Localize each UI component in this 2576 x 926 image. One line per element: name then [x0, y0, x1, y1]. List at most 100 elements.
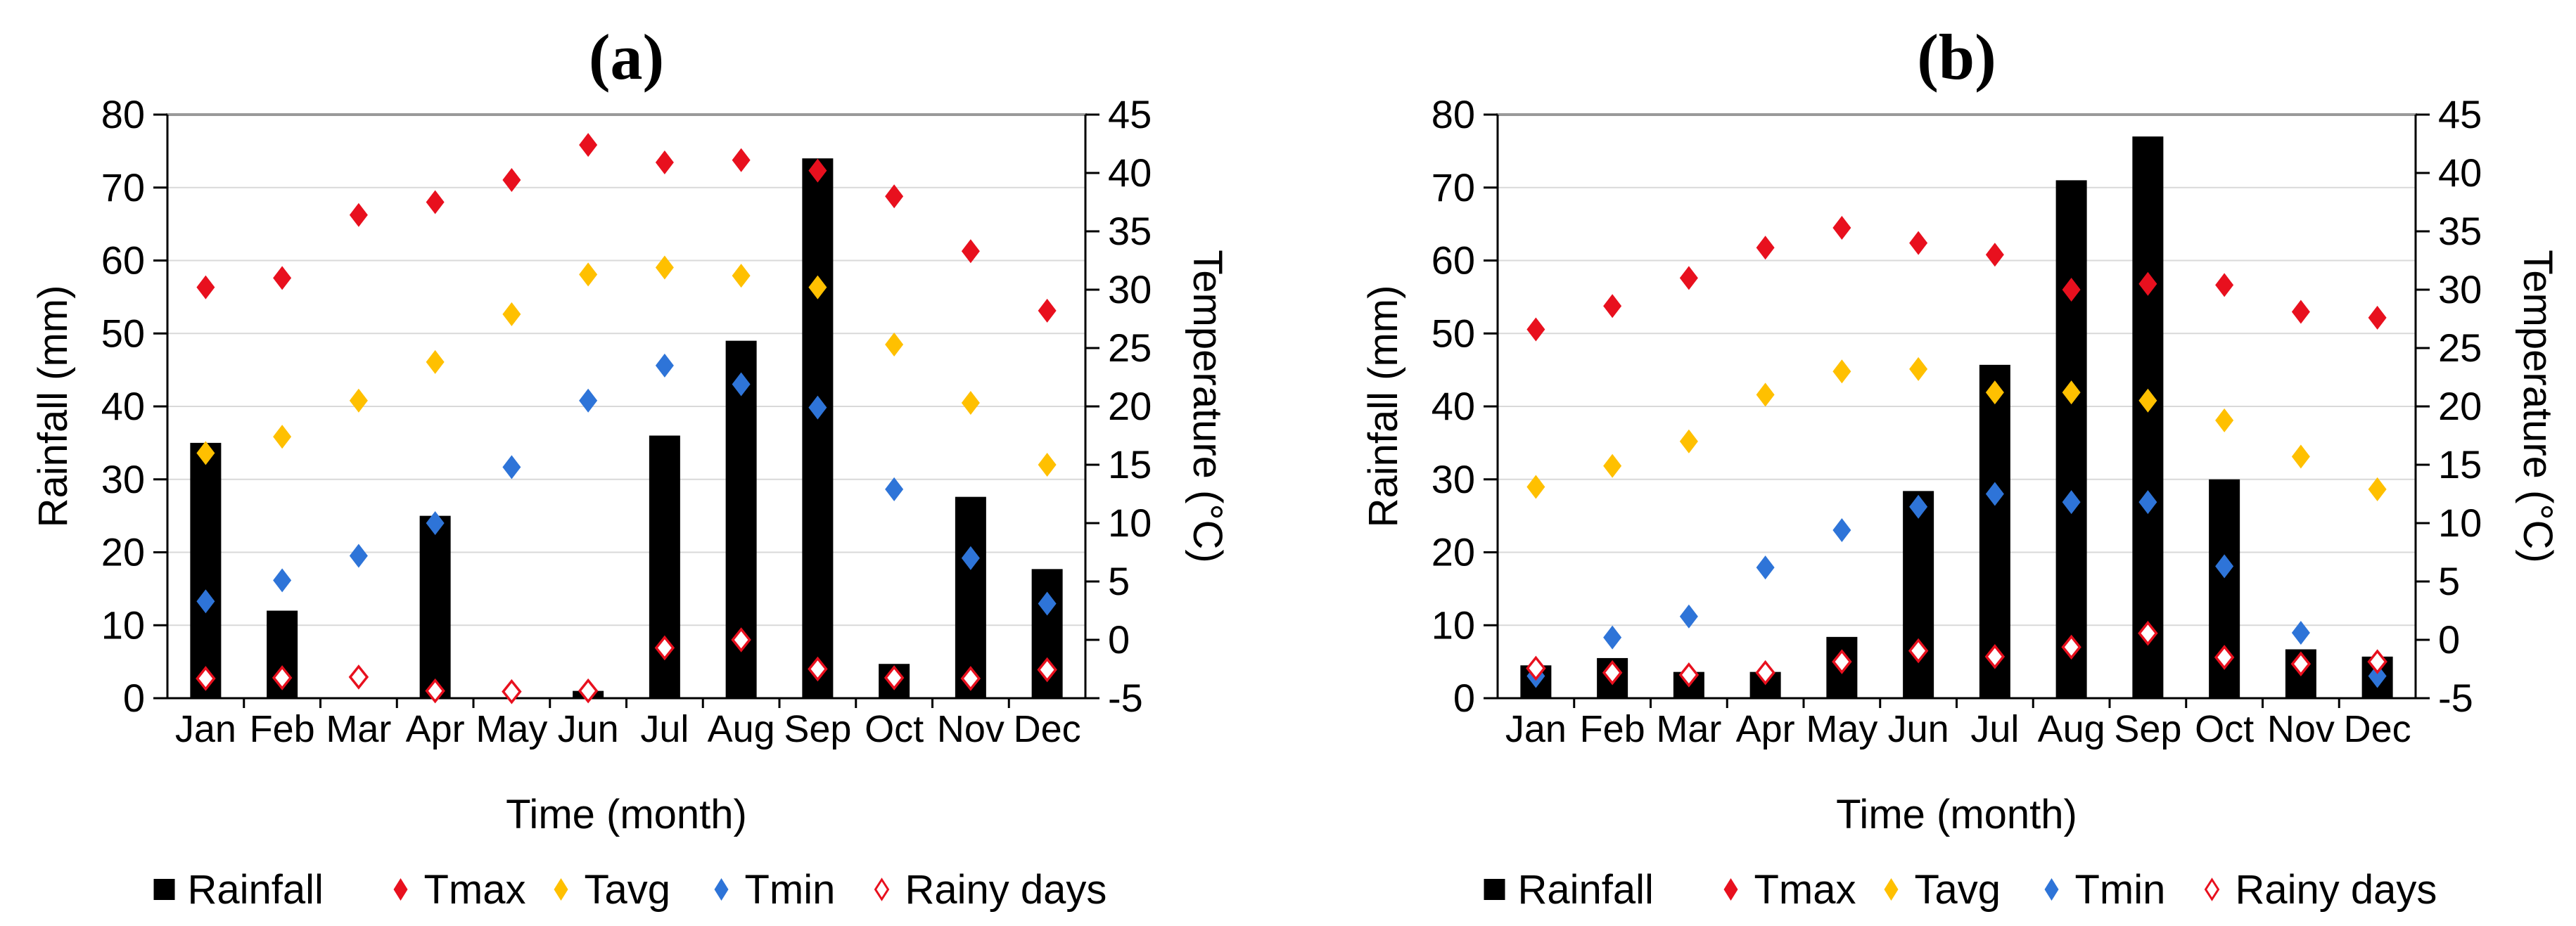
- x-tick-label-jul: Jul: [640, 708, 689, 750]
- legend-marker-rainy-days: [2204, 877, 2220, 901]
- left-axis-tick-label: 80: [1432, 92, 1475, 136]
- right-axis-tick-label: 45: [1108, 92, 1152, 136]
- tmax-point-jul: [1985, 243, 2004, 267]
- x-tick-label-jan: Jan: [175, 708, 236, 750]
- left-axis-tick-label: 10: [1432, 603, 1475, 647]
- tavg-point-oct: [885, 333, 904, 357]
- right-axis-tick-label: -5: [1108, 676, 1143, 720]
- panel-content: 0 10 20 30 40 50 60 70 80 -5 0 5 10 15 20 25 30 35 40 45 Jan…: [30, 21, 1230, 913]
- rainy-days-point-nov: [2290, 651, 2312, 677]
- bar-rainfall-nov: [955, 496, 986, 698]
- left-axis-tick-label: 70: [1432, 165, 1475, 210]
- left-axis-tick-label: 0: [123, 676, 145, 720]
- chart-panel-a: 0 10 20 30 40 50 60 70 80 -5 0 5 10 15 20 25 30 35 40 45 Jan…: [30, 21, 1230, 913]
- tavg-point-aug: [2062, 380, 2081, 405]
- tmax-point-jun: [1909, 231, 1928, 255]
- tmax-point-sep: [808, 158, 827, 183]
- rainy-days-point-dec: [1037, 657, 1057, 683]
- left-axis-tick-label: 0: [1453, 676, 1475, 720]
- tavg-point-mar: [349, 388, 368, 413]
- y-axis-right-title: Temperature (°C): [1185, 250, 1230, 562]
- panel-title: (a): [589, 21, 664, 93]
- rainy-days-point-mar: [348, 664, 369, 690]
- x-tick-label-may: May: [476, 708, 547, 750]
- tavg-point-jun: [579, 262, 598, 287]
- tmax-point-oct: [885, 184, 904, 209]
- x-tick-label-jul: Jul: [1970, 708, 2019, 750]
- legend-marker-tavg: [554, 878, 568, 901]
- legend-marker-tmin: [2044, 878, 2059, 901]
- left-axis-tick-label: 40: [1432, 384, 1475, 428]
- x-tick-label-oct: Oct: [2195, 708, 2254, 750]
- tmin-point-jul: [655, 353, 674, 378]
- x-tick-label-mar: Mar: [326, 708, 391, 750]
- right-axis-tick-label: 10: [2438, 501, 2482, 545]
- rainy-days-point-jan: [196, 666, 216, 691]
- x-tick-label-apr: Apr: [1736, 708, 1795, 750]
- left-axis-tick-label: 30: [101, 457, 145, 501]
- rainy-days-point-aug: [731, 627, 751, 652]
- x-tick-label-jun: Jun: [558, 708, 619, 750]
- rainy-days-point-sep: [2138, 620, 2158, 646]
- left-axis-tick-label: 40: [101, 384, 145, 428]
- panel-content: 0 10 20 30 40 50 60 70 80 -5 0 5 10 15 20 25 30 35 40 45 Jan…: [1360, 21, 2561, 913]
- tavg-point-may: [502, 302, 521, 326]
- tavg-point-feb: [273, 425, 292, 449]
- tavg-point-aug: [732, 264, 751, 288]
- tmin-point-nov: [961, 546, 980, 570]
- right-axis-tick-label: 0: [2438, 617, 2460, 662]
- rainy-days-point-dec: [2367, 649, 2387, 674]
- x-tick-label-nov: Nov: [2267, 708, 2335, 750]
- tmax-point-apr: [426, 190, 445, 214]
- rainy-days-point-may: [502, 679, 522, 705]
- legend-label-rainfall: Rainfall: [188, 867, 324, 913]
- left-axis-tick-label: 20: [1432, 530, 1475, 574]
- tmax-point-feb: [1603, 294, 1622, 319]
- bar-rainfall-jan: [190, 442, 222, 698]
- tavg-point-oct: [2215, 408, 2234, 432]
- x-tick-label-apr: Apr: [406, 708, 465, 750]
- tmin-point-nov: [2291, 621, 2310, 645]
- tmin-point-aug: [2062, 490, 2081, 515]
- left-axis-tick-label: 10: [101, 603, 145, 647]
- tavg-point-jul: [1985, 380, 2004, 405]
- legend-marker-tmax: [393, 878, 408, 901]
- right-axis-tick-label: 25: [1108, 326, 1152, 370]
- legend-label-tmin: Tmin: [2075, 867, 2166, 913]
- x-tick-label-aug: Aug: [708, 708, 775, 750]
- right-axis-tick-label: 45: [2438, 92, 2482, 136]
- legend-marker-tavg: [1884, 878, 1899, 901]
- tmin-point-oct: [2215, 554, 2234, 579]
- right-axis-tick-label: 0: [1108, 617, 1130, 662]
- tavg-point-mar: [1679, 429, 1698, 454]
- y-axis-right-title: Temperature (°C): [2515, 250, 2561, 562]
- tmax-point-nov: [2291, 300, 2310, 324]
- right-axis-tick-label: 30: [1108, 267, 1152, 311]
- right-axis-tick-label: 15: [1108, 442, 1152, 487]
- bar-rainfall-jun: [1903, 491, 1934, 698]
- legend-label-tmax: Tmax: [424, 867, 526, 913]
- tmax-point-mar: [349, 202, 368, 227]
- right-axis-tick-label: 20: [1108, 384, 1152, 428]
- legend-label-rainfall: Rainfall: [1518, 867, 1654, 913]
- tavg-point-nov: [2291, 444, 2310, 469]
- rainy-days-point-jan: [1526, 655, 1546, 681]
- rainy-days-point-nov: [960, 666, 981, 691]
- rainy-days-point-feb: [1602, 660, 1623, 686]
- right-axis-tick-label: 40: [1108, 150, 1152, 195]
- y-axis-left-title: Rainfall (mm): [30, 285, 76, 528]
- rainy-days-point-feb: [272, 665, 293, 690]
- left-axis-tick-label: 80: [101, 92, 145, 136]
- legend-label-tmax: Tmax: [1754, 867, 1856, 913]
- tavg-point-apr: [426, 349, 445, 374]
- tavg-point-jul: [655, 255, 674, 280]
- left-axis-tick-label: 20: [101, 530, 145, 574]
- tmin-point-oct: [885, 477, 904, 501]
- tavg-point-dec: [2368, 477, 2387, 501]
- x-tick-label-feb: Feb: [1580, 708, 1645, 750]
- x-tick-label-sep: Sep: [2114, 708, 2181, 750]
- tavg-point-jun: [1909, 356, 1928, 381]
- rainy-days-point-may: [1832, 649, 1852, 674]
- tavg-point-jan: [1526, 475, 1545, 499]
- tmin-point-may: [1832, 517, 1851, 542]
